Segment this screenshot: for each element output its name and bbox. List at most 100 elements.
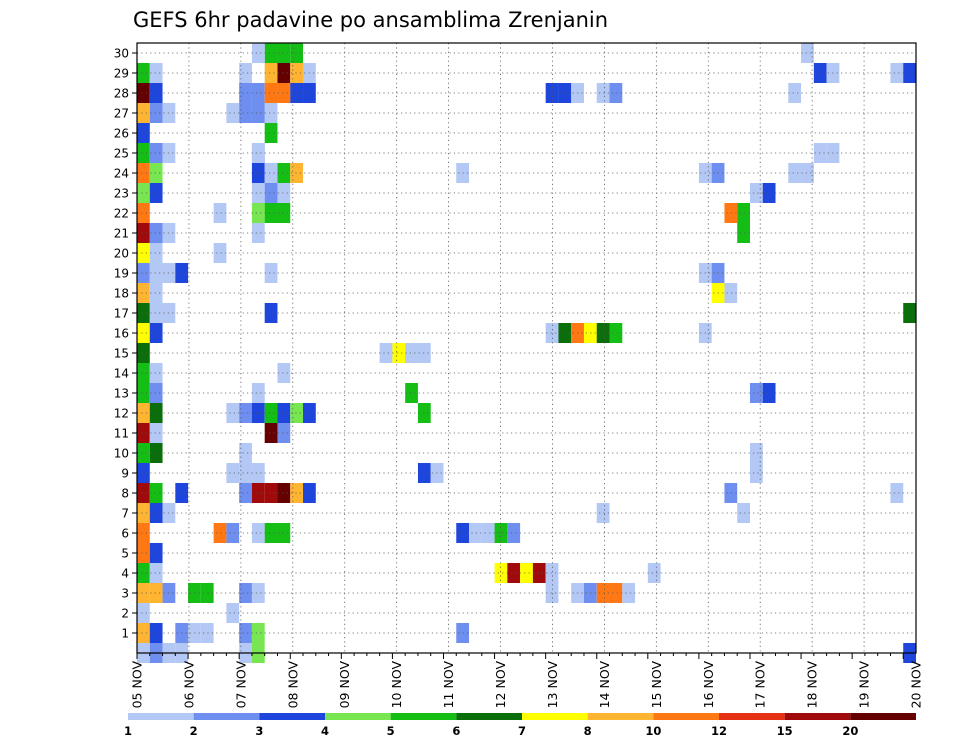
heatmap-cell (137, 563, 150, 583)
heatmap-cell (149, 483, 163, 503)
heatmap-cell (239, 83, 252, 103)
heatmap-cell (264, 103, 278, 123)
y-tick-label: 24 (114, 167, 129, 181)
legend-swatch (325, 713, 391, 720)
heatmap-cell (137, 103, 150, 123)
heatmap-cell (251, 483, 265, 503)
x-tick-label: 06 NOV (181, 661, 196, 709)
heatmap-cell (251, 43, 265, 63)
x-axis: 05 NOV 06 NOV 07 NOV 08 NOV 09 NOV 10 NOV 11 N… (130, 653, 924, 708)
heatmap-cell (137, 463, 150, 483)
heatmap-cell (239, 103, 252, 123)
heatmap-cell (264, 263, 278, 283)
heatmap-cell (762, 183, 776, 203)
heatmap-cell (137, 343, 150, 363)
heatmap-cell (137, 543, 150, 563)
heatmap-cell (749, 383, 763, 403)
heatmap-cell (264, 203, 278, 223)
heatmap-cell (277, 163, 291, 183)
x-tick-label: 08 NOV (285, 661, 300, 709)
heatmap-cell (137, 603, 150, 623)
heatmap-cell (137, 483, 150, 503)
x-tick-label: 17 NOV (753, 661, 768, 709)
legend-swatch (193, 713, 260, 720)
heatmap-cell (149, 383, 163, 403)
heatmap-cell (137, 263, 150, 283)
heatmap-cell (137, 163, 150, 183)
heatmap-cell (239, 443, 252, 463)
legend-label: 7 (518, 724, 526, 738)
y-tick-label: 2 (121, 607, 129, 621)
legend-swatch (850, 713, 916, 720)
heatmap-cell (290, 483, 304, 503)
y-tick-label: 14 (114, 367, 129, 381)
heatmap-cell (290, 83, 304, 103)
heatmap-cell (749, 443, 763, 463)
heatmap-cell (277, 63, 291, 83)
heatmap-cell (405, 383, 418, 403)
y-tick-label: 29 (114, 67, 129, 81)
legend-label: 1 (124, 724, 132, 738)
heatmap-cell (137, 283, 150, 303)
legend-label: 10 (645, 724, 661, 738)
heatmap-cell (213, 243, 227, 263)
heatmap-cell (417, 403, 431, 423)
legend-swatch (522, 713, 588, 720)
heatmap-cell (264, 43, 278, 63)
heatmap-cell (264, 183, 278, 203)
heatmap-cell (417, 343, 431, 363)
heatmap-cell (609, 323, 623, 343)
heatmap-cell (149, 503, 163, 523)
legend-label: 2 (190, 724, 198, 738)
y-tick-label: 1 (121, 627, 129, 641)
y-tick-label: 11 (114, 427, 129, 441)
y-tick-label: 8 (121, 487, 129, 501)
legend-swatch (456, 713, 522, 720)
y-tick-label: 16 (114, 327, 129, 341)
heatmap-cell (149, 403, 163, 423)
legend-label: 15 (777, 724, 793, 738)
heatmap-cell (251, 623, 265, 643)
heatmap-cell (788, 83, 802, 103)
heatmap-cell (596, 83, 610, 103)
heatmap-cell (737, 223, 750, 243)
heatmap-cell (724, 283, 738, 303)
x-tick-label: 15 NOV (649, 661, 664, 709)
heatmap-cell (264, 163, 278, 183)
heatmap-cell (622, 583, 636, 603)
heatmap-cell (264, 63, 278, 83)
heatmap-cell (277, 523, 291, 543)
heatmap-cell (724, 203, 738, 223)
heatmap-cell (277, 83, 291, 103)
heatmap-cell (469, 523, 482, 543)
x-tick-label: 13 NOV (545, 661, 560, 709)
heatmap-cell (239, 63, 252, 83)
heatmap-cell (137, 63, 150, 83)
y-tick-label: 7 (121, 507, 129, 521)
y-tick-label: 23 (114, 187, 129, 201)
heatmap-cell (264, 123, 278, 143)
heatmap-cell (481, 523, 495, 543)
x-tick-label: 19 NOV (857, 661, 872, 709)
y-tick-label: 6 (121, 527, 129, 541)
heatmap-cell (290, 63, 304, 83)
x-tick-label: 11 NOV (441, 661, 456, 709)
legend-swatch (784, 713, 851, 720)
heatmap-cell (264, 423, 278, 443)
legend-swatch (128, 713, 194, 720)
heatmap-cell (137, 403, 150, 423)
heatmap-cell (137, 623, 150, 643)
heatmap-cell (251, 523, 265, 543)
grid-lines (137, 43, 916, 653)
heatmap-cell (801, 163, 814, 183)
y-tick-label: 27 (114, 107, 129, 121)
heatmap-cell (137, 363, 150, 383)
heatmap-cell (251, 403, 265, 423)
legend-label: 5 (387, 724, 395, 738)
heatmap-cell (520, 563, 533, 583)
heatmap-cell (149, 183, 163, 203)
heatmap-cell (277, 363, 291, 383)
heatmap-cell (251, 103, 265, 123)
y-tick-label: 5 (121, 547, 129, 561)
heatmap-cell (277, 423, 291, 443)
